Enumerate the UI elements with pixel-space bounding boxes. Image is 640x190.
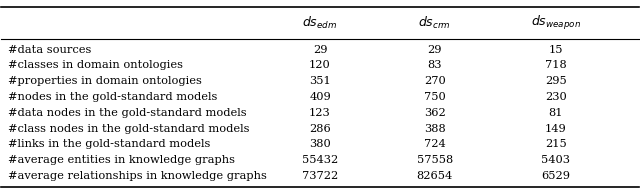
Text: #links in the gold-standard models: #links in the gold-standard models bbox=[8, 139, 210, 149]
Text: 215: 215 bbox=[545, 139, 566, 149]
Text: 270: 270 bbox=[424, 76, 445, 86]
Text: 388: 388 bbox=[424, 124, 445, 134]
Text: 55432: 55432 bbox=[302, 155, 338, 165]
Text: #average entities in knowledge graphs: #average entities in knowledge graphs bbox=[8, 155, 235, 165]
Text: #class nodes in the gold-standard models: #class nodes in the gold-standard models bbox=[8, 124, 249, 134]
Text: 718: 718 bbox=[545, 60, 566, 70]
Text: 750: 750 bbox=[424, 92, 445, 102]
Text: $ds_{crm}$: $ds_{crm}$ bbox=[419, 14, 451, 31]
Text: 82654: 82654 bbox=[417, 171, 453, 181]
Text: #average relationships in knowledge graphs: #average relationships in knowledge grap… bbox=[8, 171, 267, 181]
Text: 120: 120 bbox=[309, 60, 331, 70]
Text: 73722: 73722 bbox=[302, 171, 338, 181]
Text: 81: 81 bbox=[548, 108, 563, 118]
Text: 29: 29 bbox=[313, 44, 327, 55]
Text: #data sources: #data sources bbox=[8, 44, 91, 55]
Text: 57558: 57558 bbox=[417, 155, 453, 165]
Text: #nodes in the gold-standard models: #nodes in the gold-standard models bbox=[8, 92, 217, 102]
Text: 362: 362 bbox=[424, 108, 445, 118]
Text: $ds_{weapon}$: $ds_{weapon}$ bbox=[531, 14, 581, 32]
Text: $ds_{edm}$: $ds_{edm}$ bbox=[302, 14, 338, 31]
Text: 380: 380 bbox=[309, 139, 331, 149]
Text: 5403: 5403 bbox=[541, 155, 570, 165]
Text: 409: 409 bbox=[309, 92, 331, 102]
Text: 149: 149 bbox=[545, 124, 566, 134]
Text: #classes in domain ontologies: #classes in domain ontologies bbox=[8, 60, 183, 70]
Text: 351: 351 bbox=[309, 76, 331, 86]
Text: 295: 295 bbox=[545, 76, 566, 86]
Text: 15: 15 bbox=[548, 44, 563, 55]
Text: 724: 724 bbox=[424, 139, 445, 149]
Text: 230: 230 bbox=[545, 92, 566, 102]
Text: 123: 123 bbox=[309, 108, 331, 118]
Text: 286: 286 bbox=[309, 124, 331, 134]
Text: 83: 83 bbox=[428, 60, 442, 70]
Text: 29: 29 bbox=[428, 44, 442, 55]
Text: #data nodes in the gold-standard models: #data nodes in the gold-standard models bbox=[8, 108, 246, 118]
Text: 6529: 6529 bbox=[541, 171, 570, 181]
Text: #properties in domain ontologies: #properties in domain ontologies bbox=[8, 76, 202, 86]
